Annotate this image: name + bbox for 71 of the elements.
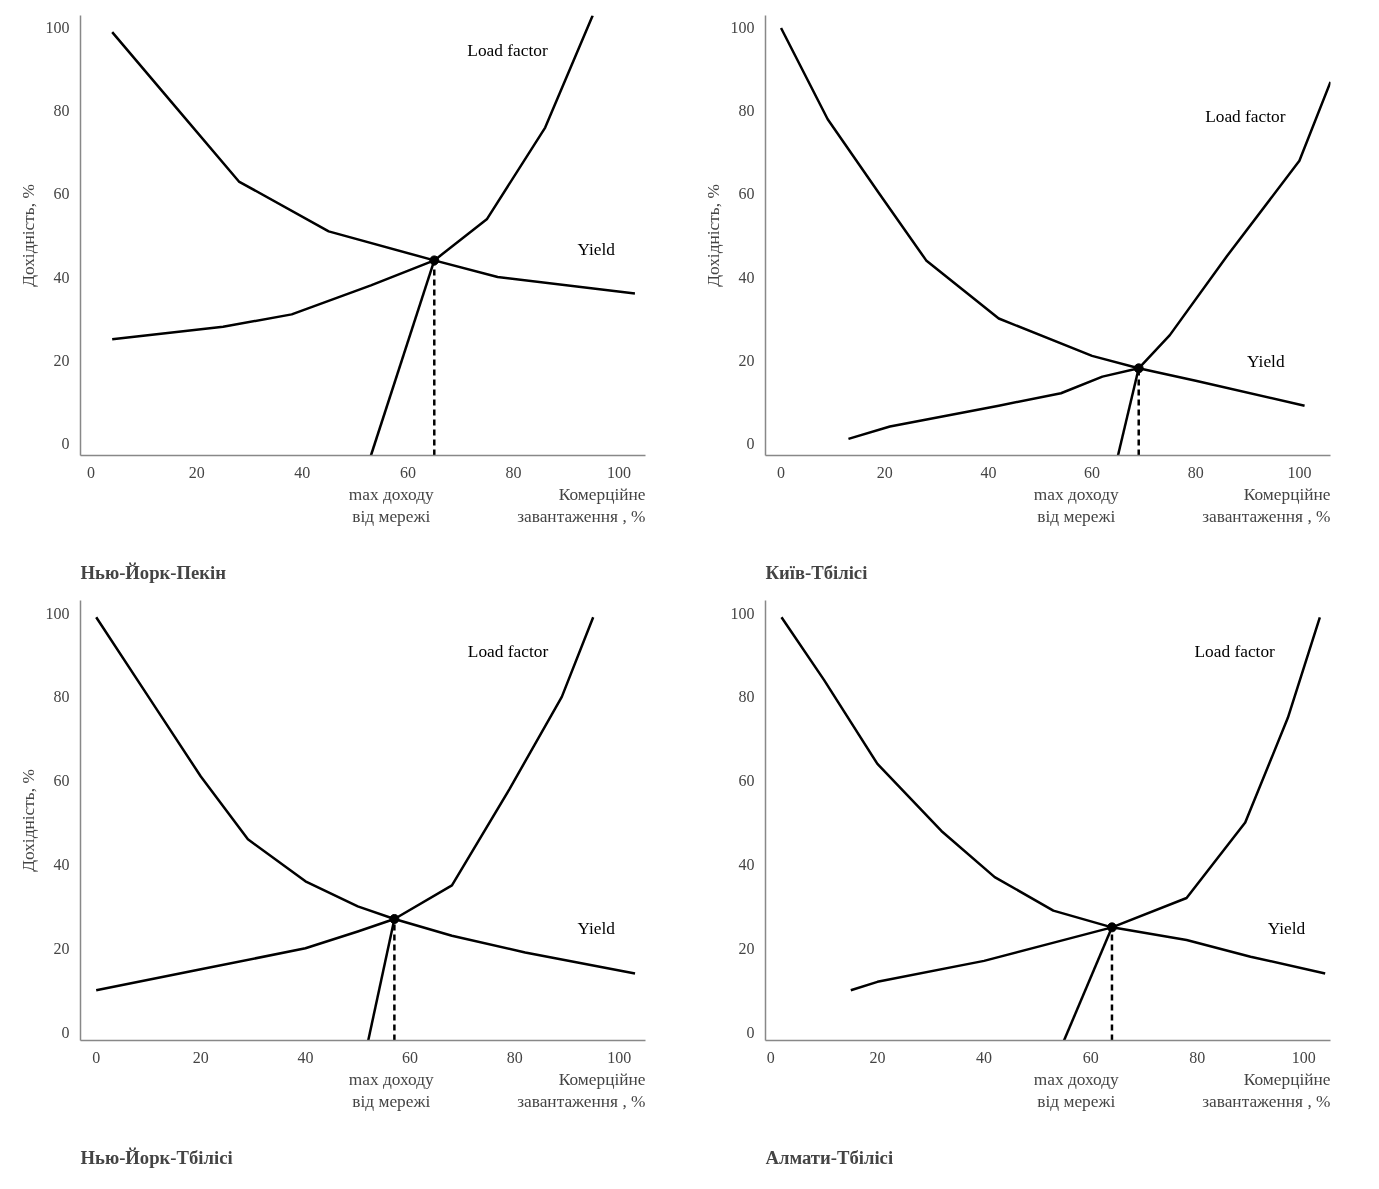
x-tick-label: 60 bbox=[1084, 463, 1101, 481]
y-tick-label: 40 bbox=[53, 268, 70, 286]
text: max доходу від мережі bbox=[348, 484, 435, 527]
x-tick-label: 0 bbox=[777, 463, 786, 481]
series-label: Yield bbox=[577, 239, 616, 259]
y-tick-label: 100 bbox=[730, 604, 755, 622]
x-tick-label: 100 bbox=[1287, 463, 1312, 481]
x-tick-label: 20 bbox=[869, 1048, 886, 1066]
series-label: Yield bbox=[1247, 351, 1285, 371]
series-label: Yield bbox=[577, 919, 616, 939]
text: Нью-Йорк-Тбілісі bbox=[80, 1147, 233, 1169]
y-tick-label: 20 bbox=[738, 351, 755, 369]
y-tick-label: 0 bbox=[61, 434, 70, 452]
y-tick-label: 0 bbox=[61, 1023, 70, 1041]
x-tick-label: 60 bbox=[402, 1048, 419, 1066]
y-tick-label: 40 bbox=[738, 268, 755, 286]
y-tick-label: 100 bbox=[45, 604, 70, 622]
text: Алмати-Тбілісі bbox=[765, 1147, 894, 1169]
x-tick-label: 0 bbox=[766, 1048, 775, 1066]
series-label: Load factor bbox=[467, 642, 549, 662]
x-tick-label: 80 bbox=[506, 1048, 523, 1066]
x-tick-label: 100 bbox=[1291, 1048, 1316, 1066]
series-label: Load factor bbox=[467, 40, 548, 60]
series-label: Load factor bbox=[1194, 642, 1276, 662]
text: max доходу від мережі bbox=[1033, 1069, 1120, 1112]
y-tick-label: 60 bbox=[738, 772, 755, 790]
y-axis-title: Дохідність, % bbox=[18, 184, 38, 287]
x-axis-title: Комерційне завантаження , % bbox=[517, 1069, 646, 1112]
x-tick-label: 20 bbox=[876, 463, 893, 481]
series-label: Load factor bbox=[1205, 106, 1286, 126]
text: Київ-Тбілісі bbox=[765, 562, 868, 584]
y-tick-label: 20 bbox=[53, 351, 70, 369]
x-tick-label: 0 bbox=[87, 463, 96, 481]
x-tick-label: 100 bbox=[607, 463, 632, 481]
y-tick-label: 100 bbox=[45, 19, 70, 37]
x-tick-label: 40 bbox=[980, 463, 997, 481]
x-tick-label: 40 bbox=[976, 1048, 993, 1066]
y-tick-label: 80 bbox=[53, 688, 70, 706]
y-tick-label: 60 bbox=[53, 772, 70, 790]
y-tick-label: 0 bbox=[746, 434, 755, 452]
x-axis-title: Комерційне завантаження , % bbox=[517, 484, 646, 527]
x-tick-label: 20 bbox=[192, 1048, 209, 1066]
x-axis-title: Комерційне завантаження , % bbox=[1202, 484, 1331, 527]
text: Нью-Йорк-Пекін bbox=[80, 562, 227, 584]
y-tick-label: 20 bbox=[738, 939, 755, 957]
x-tick-label: 100 bbox=[607, 1048, 632, 1066]
series-label: Yield bbox=[1267, 919, 1306, 939]
y-tick-label: 100 bbox=[730, 19, 755, 37]
x-tick-label: 80 bbox=[1187, 463, 1204, 481]
y-tick-label: 0 bbox=[746, 1023, 755, 1041]
y-tick-label: 80 bbox=[738, 688, 755, 706]
x-tick-label: 60 bbox=[399, 463, 416, 481]
y-axis-title: Дохідність, % bbox=[18, 769, 38, 872]
x-tick-label: 20 bbox=[188, 463, 205, 481]
x-tick-label: 80 bbox=[1189, 1048, 1206, 1066]
y-tick-label: 20 bbox=[53, 939, 70, 957]
text: max доходу від мережі bbox=[348, 1069, 435, 1112]
y-tick-label: 40 bbox=[53, 856, 70, 873]
y-tick-label: 80 bbox=[738, 102, 755, 120]
y-tick-label: 40 bbox=[738, 856, 755, 873]
y-axis-title: Дохідність, % bbox=[703, 184, 723, 287]
text: max доходу від мережі bbox=[1033, 484, 1120, 527]
x-axis-title: Комерційне завантаження , % bbox=[1202, 1069, 1331, 1112]
y-tick-label: 60 bbox=[53, 185, 70, 203]
x-tick-label: 40 bbox=[297, 1048, 314, 1066]
x-tick-label: 40 bbox=[294, 463, 311, 481]
y-tick-label: 80 bbox=[53, 102, 70, 120]
x-tick-label: 60 bbox=[1082, 1048, 1099, 1066]
x-tick-label: 80 bbox=[505, 463, 522, 481]
y-tick-label: 60 bbox=[738, 185, 755, 203]
x-tick-label: 0 bbox=[92, 1048, 101, 1066]
